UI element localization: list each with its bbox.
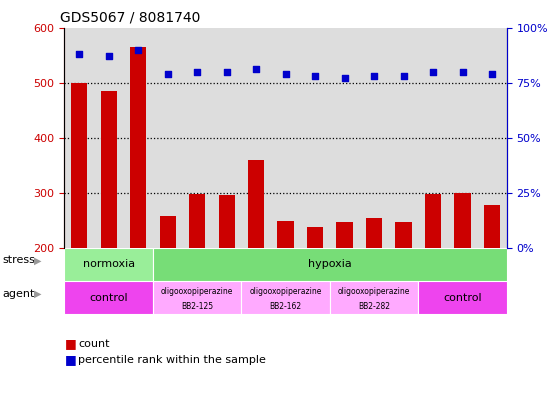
Bar: [241, 281, 330, 314]
Text: GDS5067 / 8081740: GDS5067 / 8081740: [60, 11, 200, 25]
Text: normoxia: normoxia: [82, 259, 135, 269]
Point: [428, 68, 437, 75]
Bar: [366, 219, 382, 358]
Point: [74, 51, 83, 57]
Point: [311, 73, 320, 79]
Point: [104, 53, 113, 59]
Bar: [153, 281, 241, 314]
Point: [399, 73, 408, 79]
Point: [163, 71, 172, 77]
Text: BB2-125: BB2-125: [181, 301, 213, 310]
Text: ▶: ▶: [34, 255, 41, 265]
Point: [281, 71, 290, 77]
Text: ▶: ▶: [34, 289, 41, 299]
Bar: [241, 28, 271, 248]
Point: [488, 71, 497, 77]
Text: hypoxia: hypoxia: [308, 259, 352, 269]
Text: oligooxopiperazine: oligooxopiperazine: [249, 286, 322, 296]
Text: BB2-282: BB2-282: [358, 301, 390, 310]
Bar: [425, 194, 441, 358]
Bar: [307, 227, 323, 358]
Text: percentile rank within the sample: percentile rank within the sample: [78, 354, 266, 365]
Bar: [248, 160, 264, 358]
Text: oligooxopiperazine: oligooxopiperazine: [161, 286, 234, 296]
Point: [222, 68, 231, 75]
Text: ■: ■: [64, 353, 76, 366]
Bar: [395, 222, 412, 358]
Bar: [330, 281, 418, 314]
Bar: [212, 28, 241, 248]
Bar: [160, 216, 176, 358]
Text: agent: agent: [3, 289, 35, 299]
Bar: [484, 205, 500, 358]
Bar: [389, 28, 418, 248]
Text: control: control: [444, 293, 482, 303]
Text: oligooxopiperazine: oligooxopiperazine: [338, 286, 410, 296]
Text: stress: stress: [3, 255, 36, 265]
Bar: [64, 28, 94, 248]
Point: [134, 46, 143, 53]
Bar: [64, 248, 153, 281]
Bar: [337, 222, 353, 358]
Text: ■: ■: [64, 337, 76, 351]
Point: [251, 66, 260, 72]
Bar: [130, 47, 146, 358]
Bar: [278, 221, 293, 358]
Bar: [189, 194, 205, 358]
Text: control: control: [90, 293, 128, 303]
Bar: [94, 28, 123, 248]
Bar: [455, 193, 470, 358]
Bar: [64, 281, 153, 314]
Point: [193, 68, 202, 75]
Bar: [271, 28, 300, 248]
Bar: [153, 28, 183, 248]
Point: [340, 75, 349, 81]
Point: [370, 73, 379, 79]
Bar: [101, 91, 116, 358]
Bar: [300, 28, 330, 248]
Bar: [218, 195, 235, 358]
Bar: [123, 28, 153, 248]
Bar: [448, 28, 477, 248]
Text: count: count: [78, 339, 110, 349]
Bar: [360, 28, 389, 248]
Point: [458, 68, 467, 75]
Bar: [183, 28, 212, 248]
Bar: [477, 28, 507, 248]
Bar: [153, 248, 507, 281]
Bar: [330, 28, 360, 248]
Bar: [71, 83, 87, 358]
Bar: [418, 28, 448, 248]
Text: BB2-162: BB2-162: [269, 301, 302, 310]
Bar: [418, 281, 507, 314]
